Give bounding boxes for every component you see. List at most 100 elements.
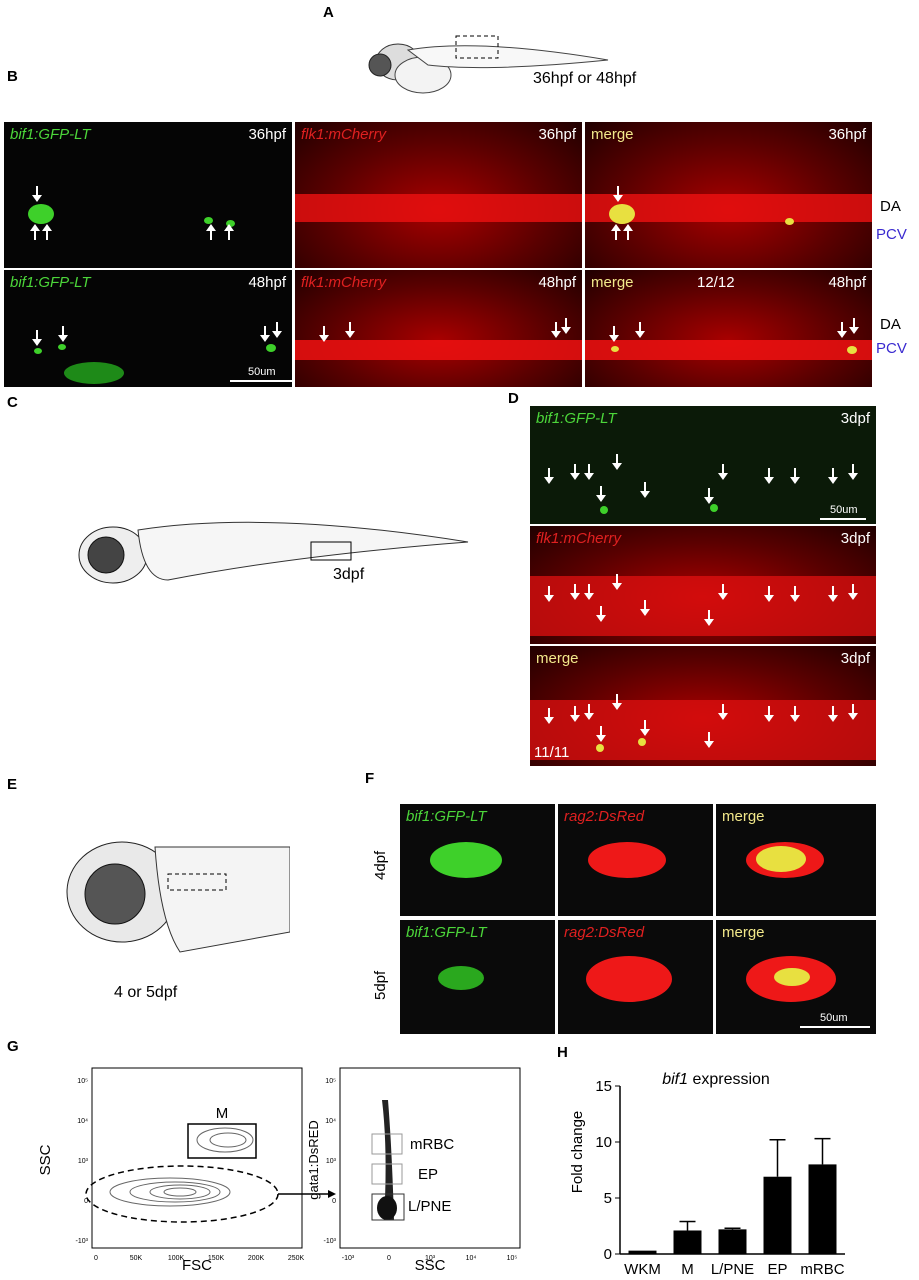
vessel-label-da: DA <box>880 198 901 215</box>
x-tick-label: 50K <box>130 1255 143 1262</box>
gate-label-lpne: L/PNE <box>408 1198 451 1215</box>
stage-label-e: 4 or 5dpf <box>114 984 178 1001</box>
vessel-label-pcv: PCV <box>876 226 907 243</box>
micrograph-b-merge-48: merge 12/12 48hpf <box>585 270 872 387</box>
bar <box>718 1229 747 1254</box>
x-tick-label: WKM <box>624 1261 661 1276</box>
row-label-5dpf: 5dpf <box>372 970 389 1000</box>
stage-label-a: 36hpf or 48hpf <box>533 70 637 87</box>
y-tick-label: 0 <box>84 1198 88 1205</box>
row-label-4dpf: 4dpf <box>372 850 389 880</box>
channel-label: merge <box>591 126 634 143</box>
axis-label-gata1: gata1:DsRED <box>306 1120 321 1199</box>
time-label: 48hpf <box>828 274 866 291</box>
time-label: 36hpf <box>538 126 576 143</box>
y-tick-label: 15 <box>595 1078 612 1095</box>
time-label: 3dpf <box>840 650 870 667</box>
x-tick-label: 0 <box>94 1255 98 1262</box>
gate-m-box <box>187 1123 257 1159</box>
time-label: 36hpf <box>828 126 866 143</box>
channel-label: bif1:GFP-LT <box>10 274 91 291</box>
scale-label: 50um <box>830 504 858 516</box>
y-tick-label: -10³ <box>324 1238 337 1245</box>
axis-label-ssc-2: SSC <box>415 1257 446 1274</box>
vessel-label-da-2: DA <box>880 316 901 333</box>
time-label: 3dpf <box>840 410 870 427</box>
x-tick-label: EP <box>767 1261 787 1276</box>
larva-head-drawing-e <box>66 841 290 953</box>
x-tick-label: 10⁵ <box>507 1255 518 1262</box>
y-tick-label: 5 <box>604 1190 612 1207</box>
channel-label: rag2:DsRed <box>564 924 645 941</box>
channel-label: merge <box>722 924 765 941</box>
gate-mrbc <box>371 1133 403 1155</box>
x-tick-label: 200K <box>248 1255 265 1262</box>
micrograph-f-green-4: bif1:GFP-LT <box>400 804 555 916</box>
micrograph-b-red-36: flk1:mCherry 36hpf <box>295 122 582 268</box>
micrograph-d-green: bif1:GFP-LT 3dpf 50um <box>530 406 876 524</box>
count-label: 12/12 <box>697 274 735 291</box>
panel-label-g: G <box>7 1038 19 1055</box>
y-axis-label: Fold change <box>569 1111 586 1194</box>
y-tick-label: 10⁴ <box>77 1118 88 1125</box>
flow-plots-g: SSC FSC 0 50K 100K 150K 200K 250K 10⁵ 10⁴ 10³ 0 -… <box>37 1067 521 1274</box>
micrograph-f-merge-4: merge <box>716 804 876 916</box>
bar <box>673 1230 702 1254</box>
micrograph-d-merge: merge 3dpf 11/11 <box>530 646 876 766</box>
y-tick-label: 10⁵ <box>325 1078 336 1085</box>
channel-label: flk1:mCherry <box>301 274 387 291</box>
time-label: 48hpf <box>248 274 286 291</box>
channel-label: merge <box>722 808 765 825</box>
x-tick-label: 100K <box>168 1255 185 1262</box>
gate-ep <box>371 1163 403 1185</box>
bar <box>763 1176 792 1254</box>
x-tick-label: M <box>681 1261 694 1276</box>
micrograph-b-green-36: bif1:GFP-LT 36hpf <box>4 122 292 268</box>
channel-label: rag2:DsRed <box>564 808 645 825</box>
panel-label-b: B <box>7 68 18 85</box>
channel-label: flk1:mCherry <box>301 126 387 143</box>
gate-label-m: M <box>216 1105 229 1122</box>
gate-ellipse <box>85 1165 279 1223</box>
y-tick-label: 10 <box>595 1134 612 1151</box>
panel-label-f: F <box>365 770 375 787</box>
chart-title-rest: expression <box>688 1071 770 1088</box>
micrograph-d-red: flk1:mCherry 3dpf <box>530 526 876 644</box>
chart-title-gene: bif1 <box>662 1071 688 1088</box>
panel-label-d: D <box>508 390 519 407</box>
vessel-label-pcv-2: PCV <box>876 340 907 357</box>
micrograph-b-red-48: flk1:mCherry 48hpf <box>295 270 582 387</box>
panel-label-e: E <box>7 776 18 793</box>
larva-drawing-c <box>78 521 469 584</box>
contour-cluster-main <box>109 1127 254 1207</box>
panel-label-c: C <box>7 394 18 411</box>
axis-label-ssc: SSC <box>37 1144 54 1175</box>
micrograph-f-red-4: rag2:DsRed <box>558 804 713 916</box>
y-tick-label: 10⁴ <box>325 1118 336 1125</box>
time-label: 36hpf <box>248 126 286 143</box>
x-tick-label: mRBC <box>800 1261 844 1276</box>
x-tick-label: L/PNE <box>711 1261 754 1276</box>
bar <box>808 1164 837 1254</box>
channel-label: bif1:GFP-LT <box>536 410 617 427</box>
bar-chart-h: bif1 expression Fold change 0 5 10 15 WKM M L/… <box>569 1071 845 1276</box>
micrograph-b-green-48: bif1:GFP-LT 48hpf 50um <box>4 270 292 387</box>
scale-label: 50um <box>248 366 276 378</box>
gate-lpne <box>371 1193 405 1221</box>
y-tick-label: -10³ <box>76 1238 89 1245</box>
x-tick-label: 150K <box>208 1255 225 1262</box>
panel-label-a: A <box>323 4 334 21</box>
channel-label: bif1:GFP-LT <box>406 808 487 825</box>
x-tick-label: 10³ <box>425 1255 436 1262</box>
channel-label: flk1:mCherry <box>536 530 622 547</box>
embryo-drawing-a <box>368 35 609 94</box>
micrograph-b-merge-36: merge 36hpf <box>585 122 872 268</box>
gate-label-mrbc: mRBC <box>410 1136 454 1153</box>
time-label: 48hpf <box>538 274 576 291</box>
micrograph-f-red-5: rag2:DsRed <box>558 920 713 1034</box>
channel-label: bif1:GFP-LT <box>10 126 91 143</box>
axis-label-fsc: FSC <box>182 1257 212 1274</box>
channel-label: merge <box>536 650 579 667</box>
count-label: 11/11 <box>534 744 570 761</box>
y-tick-label: 0 <box>332 1198 336 1205</box>
